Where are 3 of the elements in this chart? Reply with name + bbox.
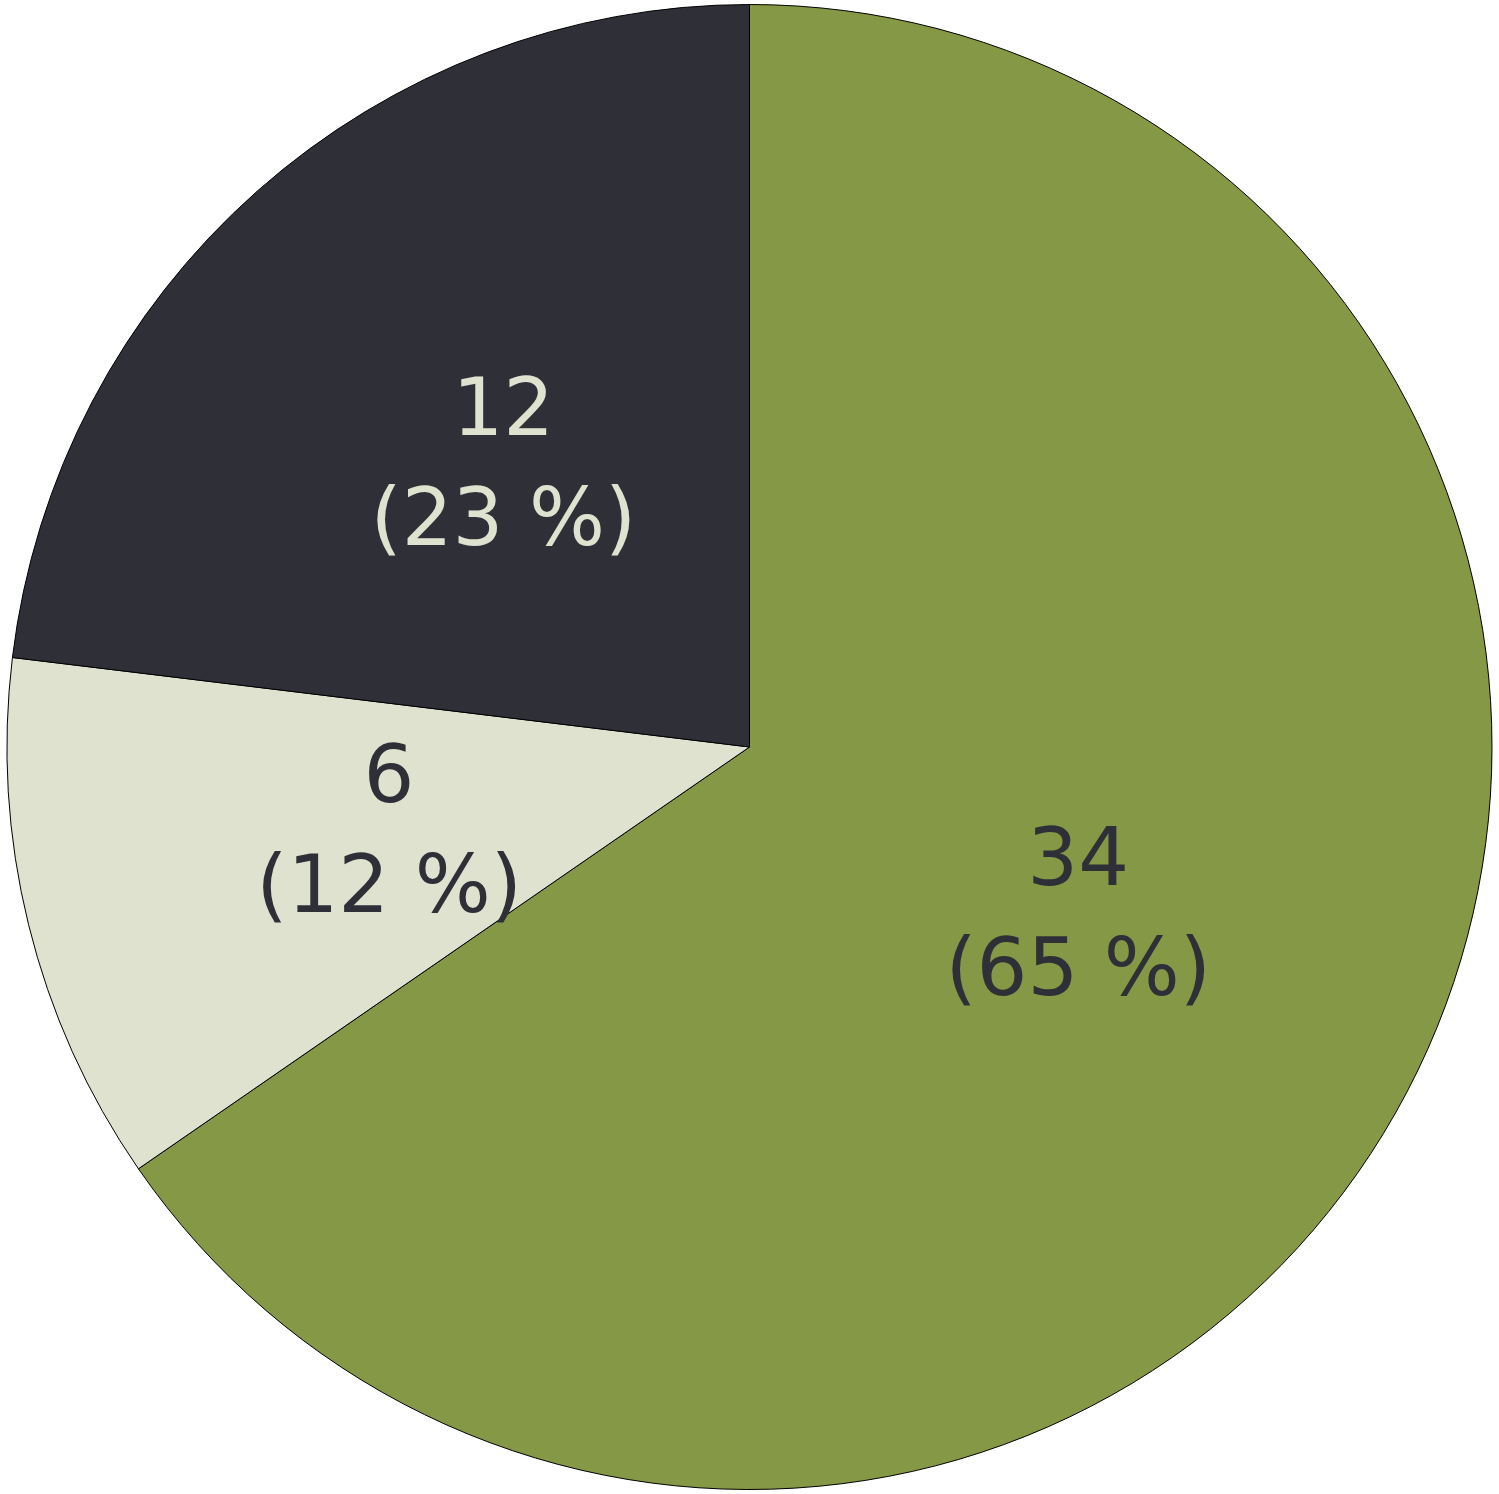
data-label: 6 (12 %) [256, 727, 522, 931]
data-label: 12 (23 %) [370, 360, 637, 564]
data-label: 34 (65 %) [945, 811, 1212, 1015]
